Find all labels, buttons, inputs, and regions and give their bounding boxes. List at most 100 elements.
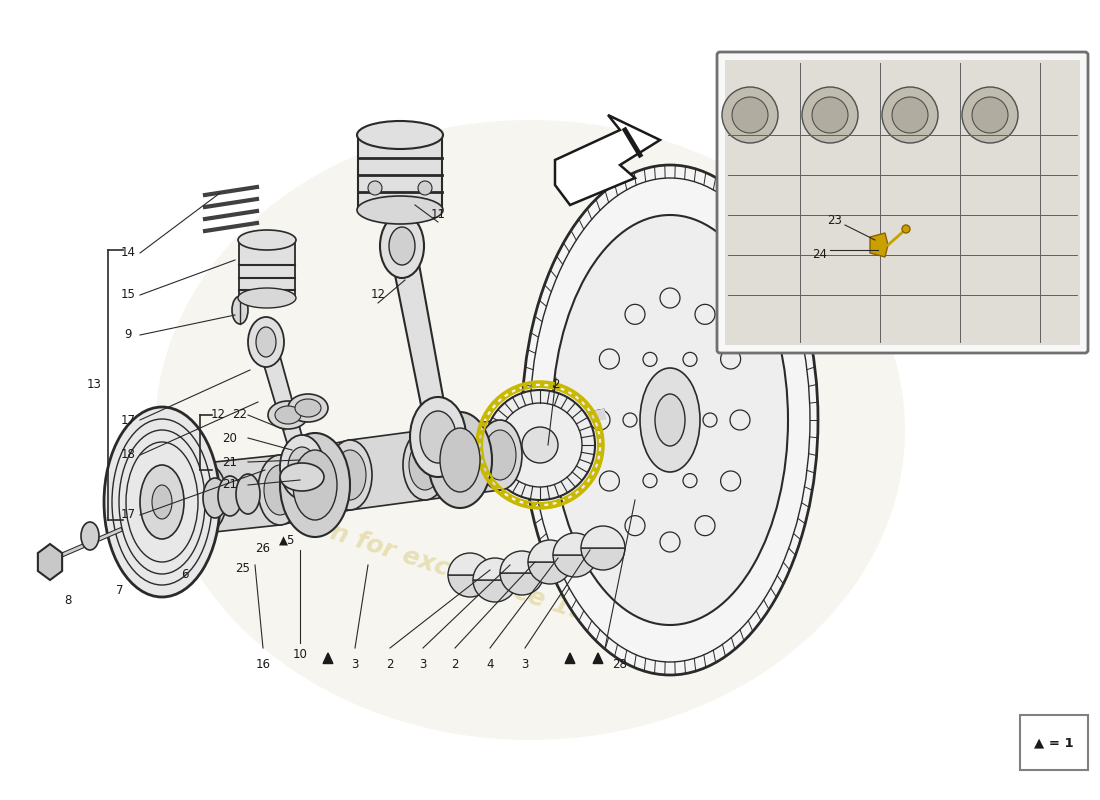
Circle shape <box>593 467 597 471</box>
Circle shape <box>695 516 715 536</box>
Circle shape <box>368 181 382 195</box>
Circle shape <box>482 422 485 426</box>
Circle shape <box>516 387 519 391</box>
Circle shape <box>598 443 602 447</box>
Ellipse shape <box>218 476 242 516</box>
Wedge shape <box>528 562 572 584</box>
Text: 7: 7 <box>117 583 123 597</box>
Circle shape <box>892 97 928 133</box>
Circle shape <box>695 304 715 324</box>
Ellipse shape <box>248 317 284 367</box>
Circle shape <box>502 396 505 400</box>
Ellipse shape <box>238 230 296 250</box>
Polygon shape <box>350 430 425 510</box>
Wedge shape <box>528 540 572 562</box>
Ellipse shape <box>275 406 301 424</box>
Circle shape <box>572 394 575 398</box>
Circle shape <box>584 482 588 486</box>
Circle shape <box>480 455 483 459</box>
Ellipse shape <box>358 121 443 149</box>
Ellipse shape <box>640 368 700 472</box>
Circle shape <box>660 288 680 308</box>
Ellipse shape <box>183 463 227 533</box>
Text: 13: 13 <box>87 378 101 391</box>
Circle shape <box>588 411 593 415</box>
Circle shape <box>508 391 512 395</box>
Circle shape <box>882 87 938 143</box>
Ellipse shape <box>420 411 456 463</box>
Text: 4: 4 <box>486 658 494 671</box>
Circle shape <box>972 97 1008 133</box>
Ellipse shape <box>280 435 324 499</box>
Text: 2: 2 <box>552 378 560 391</box>
Text: 21: 21 <box>222 478 238 491</box>
Ellipse shape <box>256 327 276 357</box>
Ellipse shape <box>484 430 516 480</box>
Circle shape <box>549 502 552 506</box>
Text: 10: 10 <box>293 649 307 662</box>
Ellipse shape <box>428 412 492 508</box>
Text: 16: 16 <box>255 658 271 671</box>
Ellipse shape <box>295 399 321 417</box>
Ellipse shape <box>522 165 818 675</box>
Circle shape <box>720 471 740 491</box>
Text: 21: 21 <box>222 455 238 469</box>
Circle shape <box>597 434 602 438</box>
Text: 18: 18 <box>121 449 135 462</box>
Ellipse shape <box>140 465 184 539</box>
Ellipse shape <box>334 450 366 500</box>
Circle shape <box>703 413 717 427</box>
Ellipse shape <box>293 450 337 520</box>
Text: 22: 22 <box>232 409 248 422</box>
Ellipse shape <box>478 420 522 490</box>
Circle shape <box>524 502 528 506</box>
Text: ▲ = 1: ▲ = 1 <box>1034 736 1074 749</box>
Ellipse shape <box>258 455 303 525</box>
Wedge shape <box>581 548 625 570</box>
Circle shape <box>802 87 858 143</box>
Text: 3: 3 <box>419 658 427 671</box>
Text: 11: 11 <box>430 209 446 222</box>
Text: 28: 28 <box>613 658 627 671</box>
Circle shape <box>557 386 561 390</box>
Text: ▲5: ▲5 <box>278 534 295 546</box>
Circle shape <box>596 426 600 430</box>
Polygon shape <box>37 544 62 580</box>
Circle shape <box>508 495 512 499</box>
Circle shape <box>572 493 575 497</box>
Wedge shape <box>500 573 544 595</box>
Text: 12: 12 <box>371 289 385 302</box>
Ellipse shape <box>280 433 350 537</box>
Text: 14: 14 <box>121 246 135 259</box>
Wedge shape <box>473 580 517 602</box>
Polygon shape <box>323 653 333 663</box>
FancyBboxPatch shape <box>717 52 1088 353</box>
Ellipse shape <box>552 215 788 625</box>
Circle shape <box>597 451 602 455</box>
Ellipse shape <box>236 474 260 514</box>
Circle shape <box>579 487 582 491</box>
Circle shape <box>584 405 588 409</box>
Circle shape <box>623 413 637 427</box>
Text: 2: 2 <box>451 658 459 671</box>
Circle shape <box>485 415 490 419</box>
Text: 15: 15 <box>121 289 135 302</box>
Text: 25: 25 <box>235 562 251 574</box>
Circle shape <box>590 410 610 430</box>
Ellipse shape <box>485 390 595 500</box>
Circle shape <box>730 410 750 430</box>
Polygon shape <box>565 653 575 663</box>
Text: 26: 26 <box>255 542 271 554</box>
Text: 17: 17 <box>121 509 135 522</box>
Circle shape <box>490 478 494 482</box>
Circle shape <box>732 97 768 133</box>
Polygon shape <box>205 455 280 533</box>
Circle shape <box>490 408 494 412</box>
Circle shape <box>722 87 778 143</box>
Circle shape <box>482 463 485 467</box>
Text: 24: 24 <box>813 249 827 262</box>
Circle shape <box>502 490 505 494</box>
Ellipse shape <box>268 401 308 429</box>
Ellipse shape <box>328 440 372 510</box>
Ellipse shape <box>152 485 172 519</box>
